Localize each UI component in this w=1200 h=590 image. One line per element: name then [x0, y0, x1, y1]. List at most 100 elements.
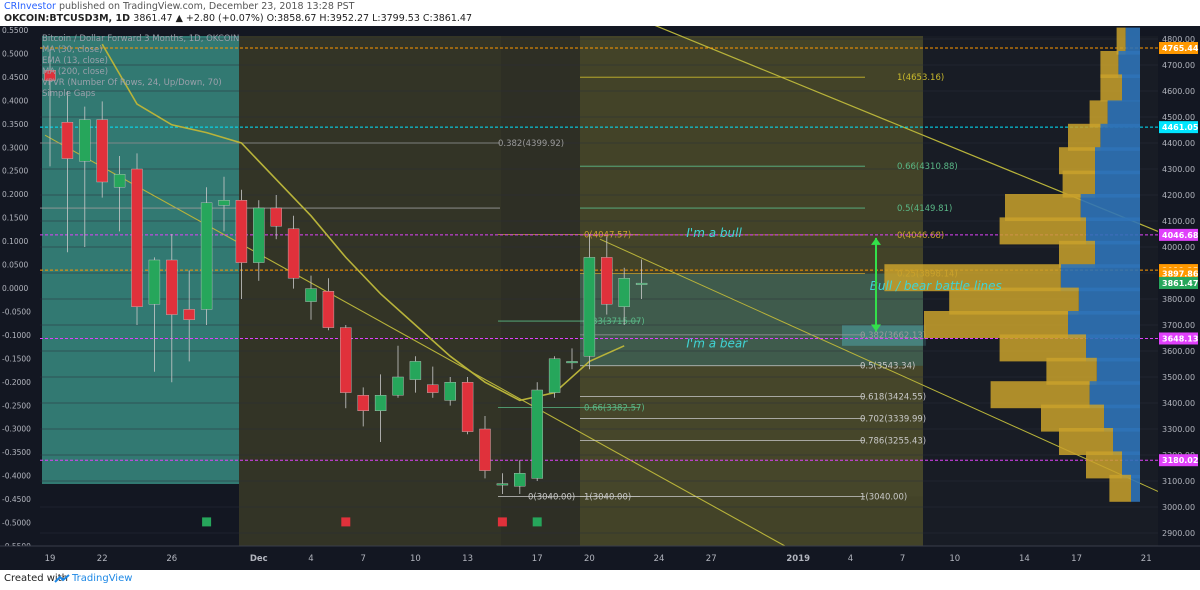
right-axis-tick: 4500.00: [1162, 113, 1195, 122]
candle-body: [113, 173, 126, 188]
x-axis-tick: 19: [45, 554, 56, 564]
right-axis-tick: 4000.00: [1162, 243, 1195, 252]
right-axis-tick: 4400.00: [1162, 139, 1195, 148]
candle-body: [61, 121, 74, 159]
chart-header: CRInvestor published on TradingView.com,…: [0, 0, 1200, 26]
vpvr-bar-down: [1059, 240, 1095, 268]
candle: [61, 91, 74, 253]
candle: [461, 377, 474, 435]
vpvr-bar-down: [1109, 474, 1131, 502]
candle: [305, 275, 317, 320]
vpvr-bar-down: [1046, 357, 1097, 385]
right-axis-tick: 4700.00: [1162, 61, 1195, 70]
fib-right-line-label: 0.702(3339.99): [860, 415, 926, 425]
x-axis-tick: 21: [1141, 554, 1152, 564]
right-axis-tick: 4600.00: [1162, 87, 1195, 96]
right-axis-tick: 4800.00: [1162, 35, 1195, 44]
price-tag: [1159, 267, 1198, 280]
candle: [235, 189, 248, 299]
left-axis-tick: 0.4500: [2, 73, 28, 82]
fib-right-line-label: 0(4046.68): [897, 231, 944, 241]
candle: [583, 234, 596, 370]
candle-body: [131, 168, 143, 308]
left-axis-tick: -0.3500: [2, 448, 31, 457]
vpvr-bar-down: [1062, 170, 1095, 198]
candle-body: [566, 361, 578, 364]
fib-zone: [580, 365, 923, 497]
candle-body: [218, 199, 230, 206]
candle-body: [287, 228, 300, 279]
candle: [444, 377, 456, 406]
vpvr-bar-down: [884, 264, 1061, 292]
candle-body: [357, 395, 369, 412]
vpvr-bar-up: [1100, 123, 1140, 151]
indicator-legend: Bitcoin / Dollar Forward 3 Months, 1D, O…: [42, 34, 239, 100]
vpvr-bar-down: [1100, 51, 1119, 78]
right-axis-tick: 3800.00: [1162, 295, 1195, 304]
chart-svg[interactable]: 0.382(4399.92) 1(4653.16) 0.66(4310.88) 0.5…: [0, 26, 1200, 570]
fib-left-line-label: 0.382(4399.92): [498, 139, 564, 149]
tradingview-brand[interactable]: TradingView: [72, 573, 133, 584]
left-axis-tick: 0.5000: [2, 49, 28, 58]
price-tag-label: 4765.44: [1162, 44, 1199, 53]
candle-body: [514, 473, 526, 487]
candle: [166, 234, 178, 383]
vpvr-bar-down: [990, 381, 1090, 409]
x-axis-tick: 27: [706, 554, 717, 564]
fib-mid-line-label: 1(3040.00): [584, 493, 631, 503]
candle-body: [374, 395, 387, 412]
vpvr-bar-down: [1089, 100, 1108, 128]
legend-item: Simple Gaps: [42, 89, 96, 99]
fib-mid-line-label: 0.66(3382.57): [584, 404, 645, 414]
right-axis-tick: 3700.00: [1162, 321, 1195, 330]
candle: [601, 236, 613, 315]
legend-title: Bitcoin / Dollar Forward 3 Months, 1D, O…: [42, 34, 240, 44]
candle-body: [531, 389, 543, 479]
left-axis-tick: 0.2000: [2, 190, 28, 199]
vpvr-bar-up: [1107, 100, 1140, 128]
vpvr-bar-up: [1118, 51, 1140, 78]
x-axis-tick: Dec: [250, 554, 268, 564]
legend-item: VPVR (Number Of Rows, 24, Up/Down, 70): [42, 78, 222, 88]
candle-body: [96, 119, 108, 183]
price-tag: [1159, 454, 1198, 467]
candle: [566, 348, 578, 370]
candle-body: [635, 282, 648, 285]
vpvr-bar-up: [1131, 474, 1140, 502]
fib-right-line-label: 0.5(3543.34): [860, 362, 915, 372]
vpvr-bar-down: [999, 334, 1086, 362]
vpvr-bar-down: [1100, 74, 1122, 102]
candle: [374, 374, 387, 442]
candle: [183, 270, 195, 362]
left-axis-tick: 0.4000: [2, 96, 28, 105]
author-name[interactable]: CRInvestor: [4, 1, 56, 12]
left-axis-tick: 0.2500: [2, 167, 28, 176]
vpvr-bar-down: [1041, 404, 1104, 432]
x-axis-tick: 2019: [786, 554, 810, 564]
x-axis-tick: 20: [584, 554, 595, 564]
x-axis-tick: 17: [532, 554, 543, 564]
fib-low-label: 0(3040.00): [528, 493, 575, 503]
x-axis-tick: 7: [900, 554, 905, 564]
right-axis-tick: 3400.00: [1162, 399, 1195, 408]
candle-body: [427, 384, 439, 393]
chart-area[interactable]: 0.382(4399.92) 1(4653.16) 0.66(4310.88) 0.5…: [0, 26, 1200, 570]
candle-body: [340, 327, 352, 393]
candle-body: [496, 483, 509, 486]
x-axis-tick: 7: [360, 554, 365, 564]
gap-marker: [202, 517, 212, 527]
tradingview-logo-icon: [54, 574, 70, 583]
candle-body: [322, 291, 335, 328]
right-axis-tick: 4200.00: [1162, 191, 1195, 200]
x-axis-tick: 13: [462, 554, 473, 564]
candle-body: [548, 358, 561, 393]
left-axis-tick: 0.3000: [2, 143, 28, 152]
candle-body: [409, 361, 422, 380]
vpvr-bar-up: [1113, 428, 1140, 455]
x-axis-tick: 26: [166, 554, 177, 564]
candle: [96, 101, 108, 198]
vpvr-bar-down: [1059, 428, 1113, 455]
x-axis-tick: 22: [97, 554, 108, 564]
vpvr-bar-up: [1086, 334, 1140, 362]
candle-body: [444, 382, 456, 401]
